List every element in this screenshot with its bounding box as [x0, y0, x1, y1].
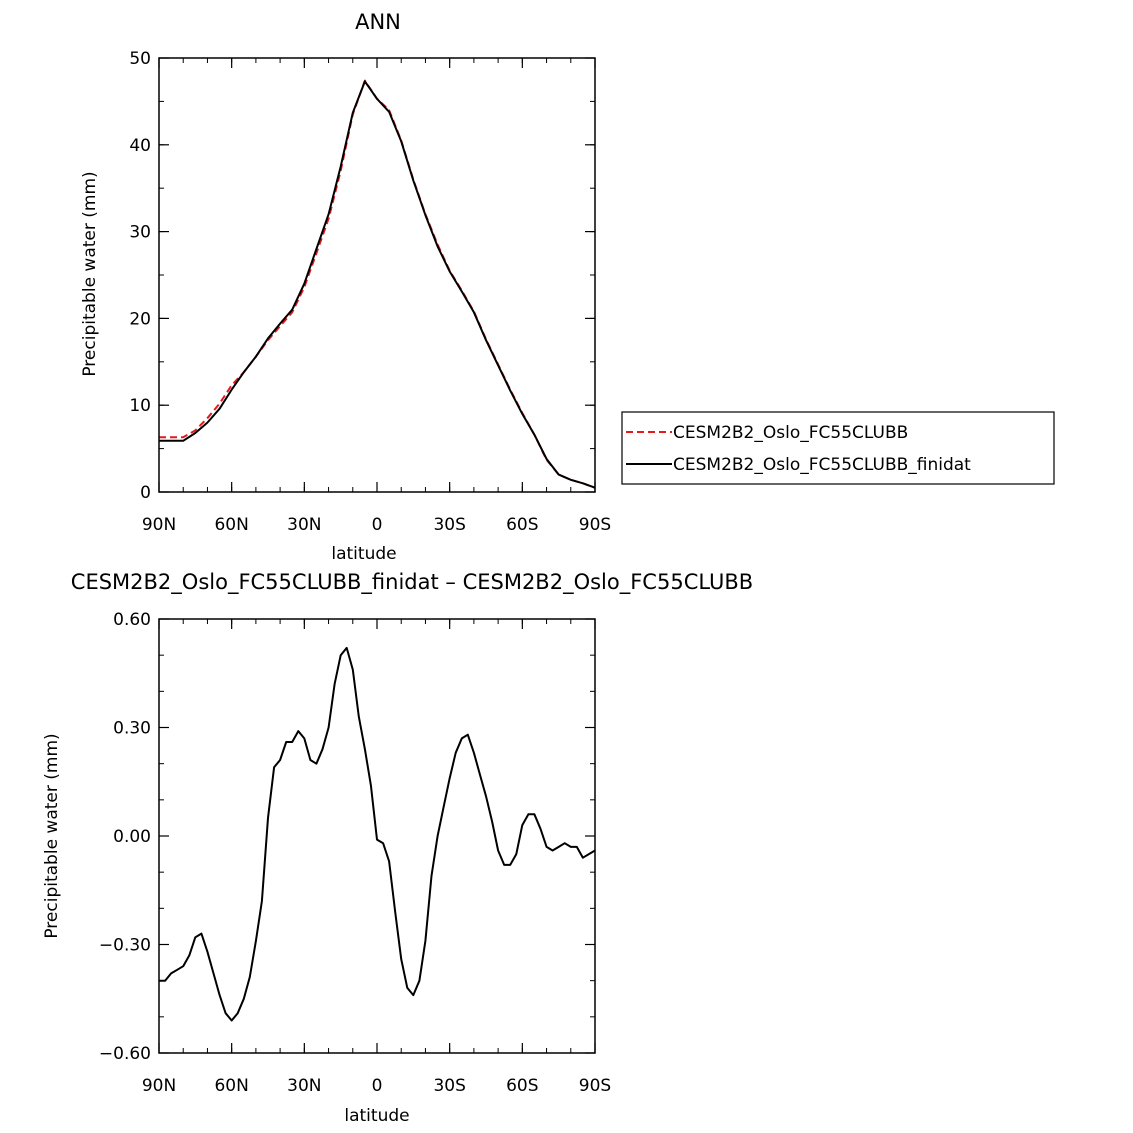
bottom-y-tick-label: 0.00: [113, 827, 151, 847]
bottom-chart-frame: [158, 618, 596, 1054]
legend-entry-1: CESM2B2_Oslo_FC55CLUBB: [673, 423, 908, 443]
bottom-x-tick-label: 0: [372, 1076, 383, 1096]
legend-box: [621, 411, 1055, 485]
bottom-chart-series: [159, 646, 596, 1022]
top-y-tick-label: 40: [129, 136, 151, 156]
top-y-tick-label: 30: [129, 223, 151, 243]
top-chart-frame: [158, 57, 596, 493]
bottom-chart-ticks: −0.60 −0.30 0.00 0.30 0.60 90N 60N 30N 0 30S 60S 90…: [99, 610, 611, 1096]
bottom-x-tick-label: 90S: [579, 1076, 611, 1096]
bottom-chart: CESM2B2_Oslo_FC55CLUBB_finidat – CESM2B2…: [42, 570, 753, 1126]
top-x-tick-label: 60S: [506, 515, 538, 535]
bottom-chart-title: CESM2B2_Oslo_FC55CLUBB_finidat – CESM2B2…: [71, 570, 753, 595]
bottom-x-tick-label: 90N: [142, 1076, 176, 1096]
bottom-y-tick-label: −0.60: [99, 1044, 151, 1064]
bottom-chart-y-axis-label: Precipitable water (mm): [42, 733, 62, 938]
top-chart-series: [159, 79, 596, 489]
bottom-x-tick-label: 60N: [214, 1076, 248, 1096]
top-y-tick-label: 10: [129, 396, 151, 416]
top-x-tick-label: 30N: [287, 515, 321, 535]
bottom-y-tick-label: −0.30: [99, 936, 151, 956]
top-x-tick-label: 60N: [214, 515, 248, 535]
top-chart-x-axis-label: latitude: [331, 544, 396, 564]
bottom-y-tick-label: 0.30: [113, 719, 151, 739]
bottom-x-tick-label: 60S: [506, 1076, 538, 1096]
legend-entry-2: CESM2B2_Oslo_FC55CLUBB_finidat: [673, 455, 971, 475]
top-y-tick-label: 20: [129, 309, 151, 329]
top-x-tick-label: 90S: [579, 515, 611, 535]
bottom-x-tick-label: 30S: [433, 1076, 465, 1096]
top-chart-ticks: 0 10 20 30 40 50 90N 60N 30N 0 30S 60S 90S: [129, 49, 611, 535]
top-x-tick-label: 90N: [142, 515, 176, 535]
top-y-tick-label: 50: [129, 49, 151, 69]
top-x-tick-label: 30S: [433, 515, 465, 535]
top-y-tick-label: 0: [140, 483, 151, 503]
bottom-series-line-1: [159, 646, 596, 1022]
bottom-x-tick-label: 30N: [287, 1076, 321, 1096]
top-chart-y-axis-label: Precipitable water (mm): [80, 171, 100, 376]
top-chart: ANN latitude Precipitable water (mm) 0 10…: [80, 10, 1055, 564]
top-chart-title: ANN: [355, 10, 401, 34]
bottom-chart-x-axis-label: latitude: [344, 1106, 409, 1126]
bottom-y-tick-label: 0.60: [113, 610, 151, 630]
top-x-tick-label: 0: [372, 515, 383, 535]
top-chart-legend: CESM2B2_Oslo_FC55CLUBB CESM2B2_Oslo_FC55…: [621, 411, 1055, 485]
top-series-line-2: [159, 80, 596, 489]
